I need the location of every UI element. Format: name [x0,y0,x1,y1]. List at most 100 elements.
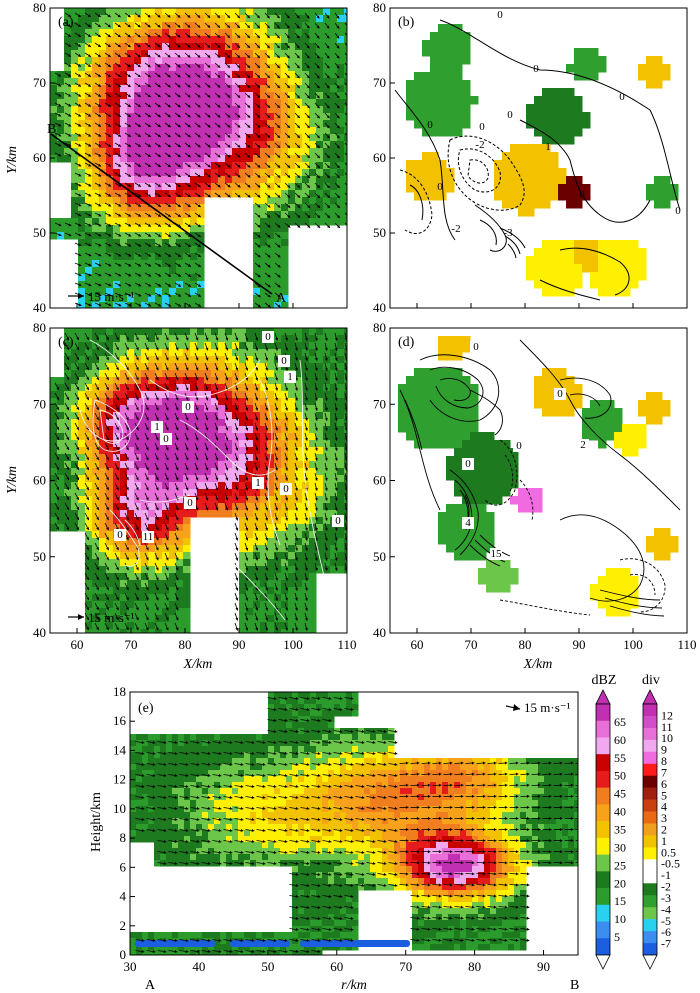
heatmap-cell [286,728,293,735]
heatmap-cell [106,531,114,539]
heatmap-cell [71,482,79,490]
heatmap-cell [446,520,455,529]
heatmap-cell [162,629,170,633]
heatmap-cell [486,560,495,569]
heatmap-cell [172,746,179,753]
heatmap-cell [260,426,268,434]
heatmap-cell [302,134,310,142]
heatmap-cell [388,764,395,771]
heatmap-cell [518,184,527,193]
heatmap-cell [78,489,86,497]
heatmap-cell [414,176,423,185]
heatmap-cell [239,127,247,135]
heatmap-cell [50,496,58,504]
heatmap-cell [202,806,209,813]
heatmap-cell [260,538,268,546]
heatmap-cell [113,141,121,149]
heatmap-cell [218,384,226,392]
heatmap-cell [316,43,324,51]
heatmap-cell [260,615,268,623]
heatmap-cell [239,15,247,23]
heatmap-cell [260,587,268,595]
heatmap-cell [127,78,135,86]
heatmap-cell [184,770,191,777]
heatmap-cell [162,57,170,65]
heatmap-cell [454,456,463,465]
heatmap-cell [566,400,575,409]
heatmap-cell [414,192,423,201]
heatmap-cell [190,328,198,336]
heatmap-cell [176,50,184,58]
heatmap-cell [316,57,324,65]
heatmap-cell [302,22,310,30]
heatmap-cell [478,512,487,521]
heatmap-cell [470,424,479,433]
heatmap-cell [414,104,423,113]
heatmap-cell [232,776,239,783]
heatmap-cell [268,812,275,819]
heatmap-cell [232,363,240,371]
heatmap-cell [322,716,329,723]
heatmap-cell [446,40,455,49]
heatmap-cell [64,22,72,30]
heatmap-cell [162,211,170,219]
heatmap-cell [141,622,149,630]
heatmap-cell [346,704,353,711]
heatmap-cell [414,160,423,169]
heatmap-cell [328,782,335,789]
heatmap-cell [454,88,463,97]
heatmap-cell [183,412,191,420]
heatmap-cell [446,112,455,121]
heatmap-cell [323,531,331,539]
heatmap-cell [323,43,331,51]
heatmap-cell [148,468,156,476]
heatmap-cell [267,580,275,588]
heatmap-cell [302,148,310,156]
heatmap-cell [382,818,389,825]
heatmap-cell [232,64,240,72]
heatmap-cell [218,120,226,128]
heatmap-cell [134,50,142,58]
heatmap-cell [202,740,209,747]
heatmap-cell [302,218,310,226]
heatmap-cell [462,336,471,345]
heatmap-cell [120,440,128,448]
heatmap-cell [438,424,447,433]
heatmap-cell [99,622,107,630]
heatmap-cell [542,168,551,177]
heatmap-cell [330,71,338,79]
heatmap-cell [225,8,233,16]
heatmap-cell [183,489,191,497]
heatmap-cell [64,155,72,163]
heatmap-cell [316,517,324,525]
heatmap-cell [309,85,317,93]
heatmap-cell [302,629,310,633]
heatmap-cell [323,113,331,121]
heatmap-cell [418,764,425,771]
heatmap-cell [286,794,293,801]
heatmap-cell [220,806,227,813]
heatmap-cell [57,106,65,114]
heatmap-cell [92,447,100,455]
heatmap-cell [211,496,219,504]
heatmap-cell [309,113,317,121]
heatmap-cell [486,528,495,537]
heatmap-cell [176,64,184,72]
heatmap-cell [169,419,177,427]
heatmap-cell [430,40,439,49]
heatmap-cell [127,552,135,560]
heatmap-cell [155,440,163,448]
heatmap-cell [57,482,65,490]
heatmap-cell [298,722,305,729]
heatmap-cell [197,106,205,114]
heatmap-cell [496,818,503,825]
heatmap-cell [352,776,359,783]
heatmap-cell [220,764,227,771]
heatmap-cell [502,160,511,169]
heatmap-cell [446,440,455,449]
heatmap-cell [670,536,679,545]
heatmap-cell [446,424,455,433]
heatmap-cell [141,169,149,177]
heatmap-cell [558,168,567,177]
heatmap-cell [142,758,149,765]
